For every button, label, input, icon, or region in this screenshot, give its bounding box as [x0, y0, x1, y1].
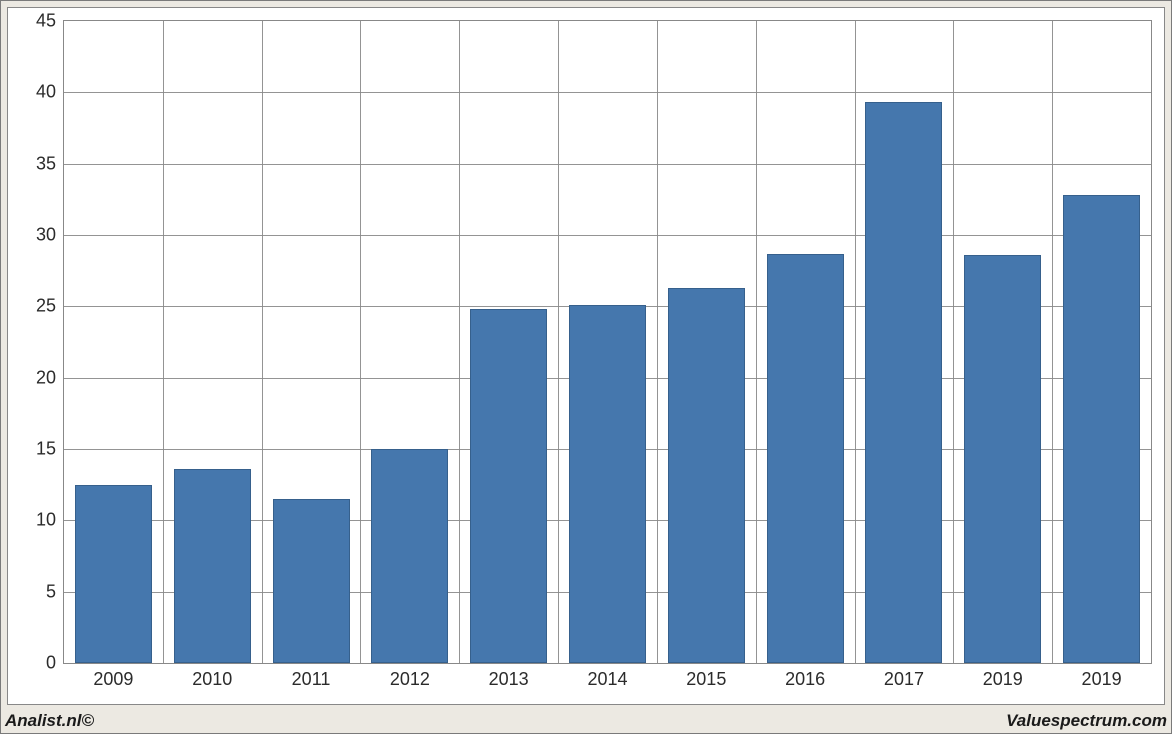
bar	[371, 449, 448, 663]
plot-area: 0510152025303540452009201020112012201320…	[63, 20, 1152, 664]
gridline-h	[64, 164, 1151, 165]
bar	[75, 485, 152, 663]
x-tick-label: 2013	[489, 663, 529, 690]
y-tick-label: 15	[36, 439, 64, 460]
x-tick-label: 2014	[587, 663, 627, 690]
y-tick-label: 30	[36, 225, 64, 246]
y-tick-label: 35	[36, 153, 64, 174]
gridline-h	[64, 92, 1151, 93]
y-tick-label: 40	[36, 82, 64, 103]
footer: Analist.nl© Valuespectrum.com	[1, 709, 1171, 733]
gridline-h	[64, 235, 1151, 236]
x-tick-label: 2015	[686, 663, 726, 690]
gridline-v	[953, 21, 954, 663]
x-tick-label: 2012	[390, 663, 430, 690]
x-tick-label: 2009	[93, 663, 133, 690]
bar	[1063, 195, 1140, 663]
gridline-v	[1052, 21, 1053, 663]
x-tick-label: 2011	[292, 663, 331, 690]
bar	[964, 255, 1041, 663]
y-tick-label: 20	[36, 367, 64, 388]
bar	[767, 254, 844, 663]
bar	[174, 469, 251, 663]
gridline-v	[163, 21, 164, 663]
bar	[668, 288, 745, 663]
footer-left-credit: Analist.nl©	[5, 711, 94, 731]
gridline-v	[459, 21, 460, 663]
bar	[470, 309, 547, 663]
chart-panel: 0 5 10 15 20 25 30 35 40 45 2009 2010 2011 2012 2013 20…	[7, 7, 1165, 705]
chart-container: 0 5 10 15 20 25 30 35 40 45 2009 2010 2011 2012 2013 20…	[0, 0, 1172, 734]
x-tick-label: 2016	[785, 663, 825, 690]
x-tick-label: 2017	[884, 663, 924, 690]
gridline-v	[756, 21, 757, 663]
y-tick-label: 45	[36, 11, 64, 32]
gridline-v	[855, 21, 856, 663]
y-tick-label: 5	[46, 581, 64, 602]
footer-right-credit: Valuespectrum.com	[1006, 711, 1167, 731]
gridline-v	[262, 21, 263, 663]
y-tick-label: 25	[36, 296, 64, 317]
y-tick-label: 0	[46, 653, 64, 674]
y-tick-label: 10	[36, 510, 64, 531]
x-tick-label: 2019	[983, 663, 1023, 690]
bar	[273, 499, 350, 663]
gridline-v	[360, 21, 361, 663]
bar	[569, 305, 646, 663]
gridline-v	[657, 21, 658, 663]
x-tick-label: 2010	[192, 663, 232, 690]
bar	[865, 102, 942, 663]
gridline-v	[558, 21, 559, 663]
x-tick-label: 2019	[1082, 663, 1122, 690]
